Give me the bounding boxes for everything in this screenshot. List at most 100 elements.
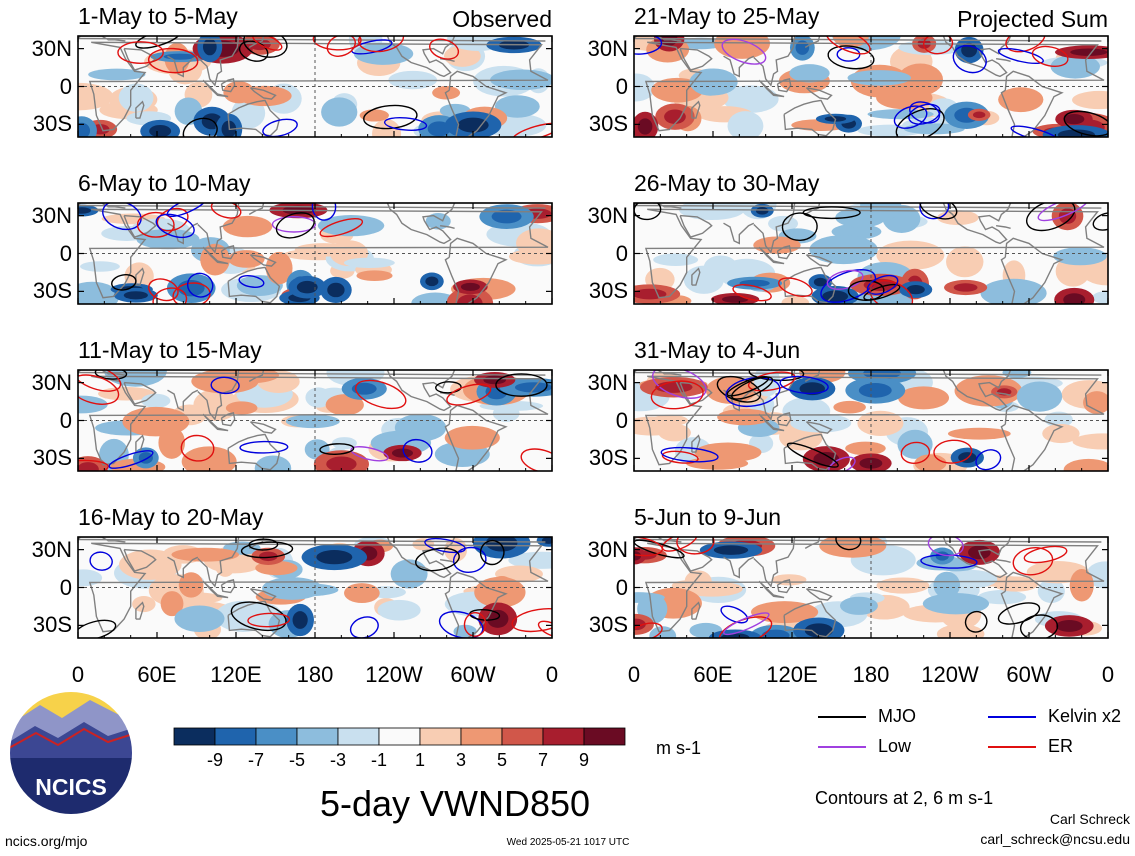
panel-title: 6-May to 10-May: [78, 170, 251, 196]
anomaly-shade-core: [713, 545, 749, 555]
anomaly-shade-core: [1070, 48, 1108, 56]
contour-line: [827, 45, 875, 70]
contour-line: [248, 538, 279, 551]
y-tick-label: 30N: [587, 202, 628, 228]
coastline: [783, 99, 837, 137]
anomaly-shade-core: [391, 448, 414, 458]
coastline: [78, 537, 546, 543]
anomaly-shade-core: [460, 282, 480, 291]
anomaly-shade: [174, 605, 225, 632]
anomaly-shade-core: [1055, 620, 1083, 632]
contour-line: [326, 36, 356, 57]
coastline: [88, 375, 549, 466]
anomaly-shade-core: [858, 383, 892, 398]
coastline: [123, 381, 157, 405]
coastline: [386, 537, 456, 579]
coastline: [1000, 571, 1064, 638]
contour-line: [166, 203, 208, 218]
contour-line: [927, 537, 964, 557]
contour-line: [117, 41, 164, 65]
anomaly-shade: [494, 95, 540, 118]
anomaly-shade: [254, 455, 292, 471]
anomaly-shade-core: [637, 118, 653, 135]
coastline: [248, 203, 265, 216]
panel-title: 11-May to 15-May: [78, 337, 262, 363]
x-tick-label: 60W: [450, 662, 496, 687]
anomaly-shade-core: [761, 629, 790, 638]
contour-line: [363, 104, 418, 130]
coastline: [220, 412, 236, 427]
y-tick-label: 30S: [32, 612, 72, 638]
coastline: [942, 370, 1012, 412]
y-tick-label: 0: [59, 73, 72, 99]
anomaly-shade: [980, 278, 1047, 304]
colorbar-label: -1: [370, 750, 388, 770]
coastline: [996, 392, 1011, 396]
y-tick-label: 0: [59, 574, 72, 600]
colorbar-label: 5: [496, 750, 508, 770]
anomaly-shade: [132, 596, 156, 613]
coastline: [776, 579, 792, 594]
contour-line: [463, 612, 487, 637]
anomaly-shade: [178, 572, 204, 598]
legend-label: ER: [1048, 736, 1074, 756]
x-tick-label: 180: [296, 662, 334, 687]
colorbar-label: 9: [578, 750, 590, 770]
y-tick-label: 30N: [31, 35, 72, 61]
coastline: [644, 375, 1105, 466]
map-panel: [77, 35, 553, 138]
coastline: [776, 412, 792, 427]
anomaly-shade: [78, 281, 120, 304]
anomaly-shade: [343, 257, 395, 269]
variable-title: 5-day VWND850: [319, 783, 591, 824]
contour-line: [1092, 211, 1108, 231]
anomaly-shade: [344, 583, 380, 604]
contour-line: [676, 537, 715, 555]
anomaly-shade: [678, 203, 745, 221]
anomaly-shade: [222, 215, 273, 238]
anomaly-shade: [936, 624, 985, 638]
contour-line: [732, 284, 772, 302]
anomaly-shade: [1069, 569, 1094, 602]
contour-line: [247, 612, 291, 628]
y-tick-label: 30S: [32, 445, 72, 471]
contour-line: [511, 607, 552, 633]
contour-line: [863, 283, 901, 301]
author-name: Carl Schreck: [1049, 811, 1130, 827]
contour-line: [180, 434, 215, 462]
contour-line: [435, 381, 462, 394]
anomaly-shade: [1016, 381, 1063, 412]
anomaly-shade-core: [351, 382, 377, 395]
anomaly-shade-core: [859, 457, 883, 469]
colorbar-swatch: [337, 727, 380, 746]
coastline: [776, 245, 792, 260]
y-tick-label: 0: [59, 240, 72, 266]
anomaly-shade-core: [634, 551, 641, 561]
contour-line: [537, 620, 552, 638]
y-tick-label: 30S: [588, 111, 628, 137]
contour-line: [919, 203, 950, 220]
colorbar-swatch: [501, 727, 544, 746]
contour-line: [720, 605, 749, 624]
coastline: [996, 58, 1011, 62]
y-tick-label: 30S: [588, 612, 628, 638]
coastline: [250, 254, 277, 267]
contour-line: [108, 450, 154, 469]
anomaly-shade: [171, 547, 239, 562]
coastline: [942, 203, 1012, 245]
contour-line: [634, 36, 663, 55]
panel-title: 21-May to 25-May: [634, 3, 820, 29]
x-tick-label: 180: [852, 662, 890, 687]
contour-line: [102, 203, 142, 231]
coastline: [753, 36, 796, 87]
x-tick-label: 120E: [210, 662, 262, 687]
contour-line: [319, 443, 355, 456]
anomaly-shade: [898, 386, 950, 410]
anomaly-shade-core: [755, 206, 769, 215]
contour-line: [652, 370, 707, 399]
colorbar-label: -9: [206, 750, 224, 770]
legend-label: MJO: [878, 706, 916, 726]
contour-line: [402, 438, 433, 463]
anomaly-shade: [1072, 433, 1108, 450]
contour-line: [1012, 547, 1054, 576]
